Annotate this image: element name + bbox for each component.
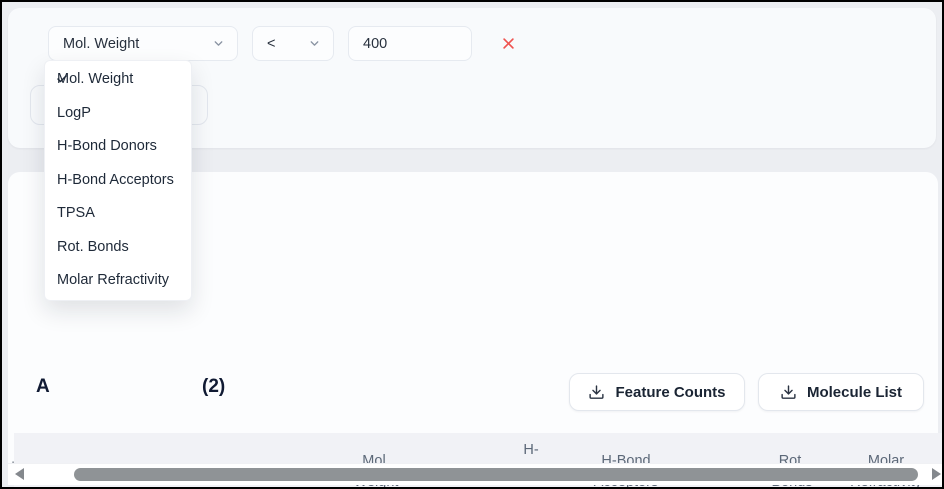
dropdown-item-rot-bonds[interactable]: Rot. Bonds [57,238,129,255]
dropdown-item-molar-refractivity[interactable]: Molar Refractivity [57,272,169,288]
scroll-right-arrow-icon[interactable] [932,468,941,480]
molecule-list-label: Molecule List [806,383,903,401]
dropdown-item-mol-weight[interactable]: Mol. Weight [57,71,134,87]
download-icon [781,384,796,399]
filter-operator-value: < [267,35,276,52]
chevron-down-icon [214,41,223,46]
filter-operator-select[interactable]: < [252,26,334,61]
dropdown-item-logp[interactable]: LogP [57,104,91,121]
filter-property-value: Mol. Weight [63,35,140,52]
download-icon [589,384,605,399]
results-title: A [36,376,50,397]
results-count: (2) [202,376,226,397]
filter-property-select[interactable]: Mol. Weight [48,26,238,61]
remove-filter-icon[interactable] [498,33,518,53]
feature-counts-label: Feature Counts [615,383,726,401]
check-icon [57,75,67,83]
scroll-left-arrow-icon[interactable] [15,468,24,480]
feature-counts-button[interactable]: Feature Counts [569,373,745,411]
horizontal-scrollbar[interactable] [8,463,942,485]
filter-value-input[interactable]: 400 [348,26,472,61]
property-dropdown-menu: Mol. Weight LogP H-Bond Donors H-Bond Ac… [44,60,192,301]
filter-value-text: 400 [363,35,388,52]
dropdown-item-hbond-donors[interactable]: H-Bond Donors [57,138,157,154]
dropdown-item-tpsa[interactable]: TPSA [57,205,95,221]
molecule-list-button[interactable]: Molecule List [758,373,924,411]
chevron-down-icon [310,41,319,46]
scrollbar-thumb[interactable] [74,468,918,481]
dropdown-item-hbond-acceptors[interactable]: H-Bond Acceptors [57,171,174,188]
